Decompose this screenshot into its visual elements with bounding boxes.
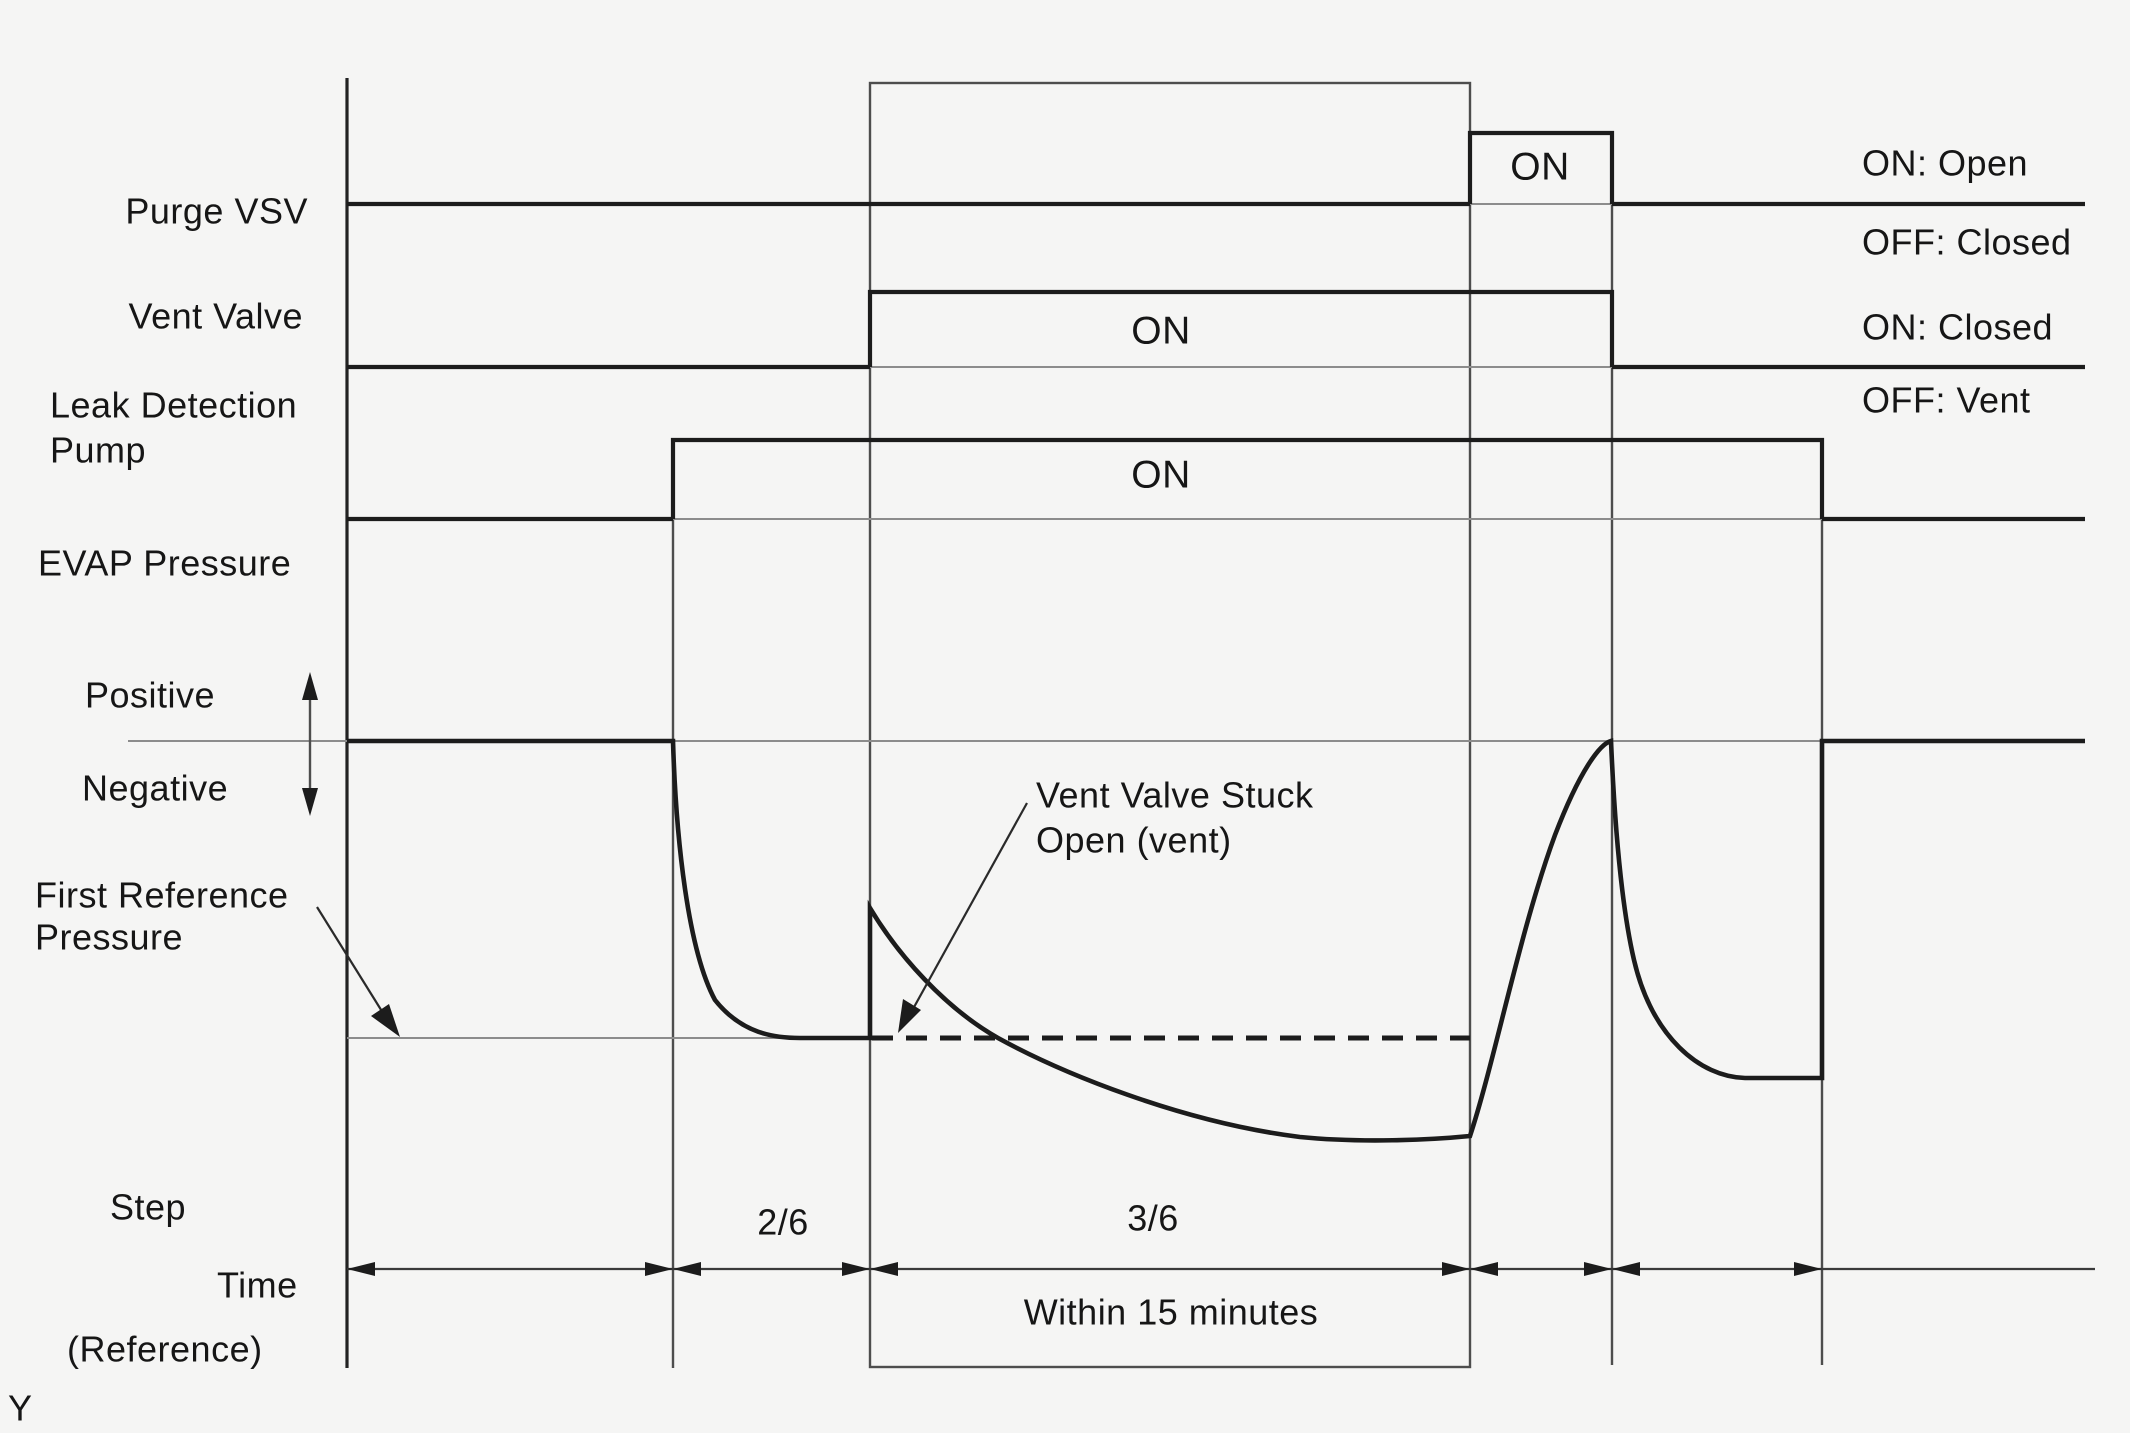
purge-vsv-on-label: ON (1510, 146, 1570, 189)
arrowhead-left-icon (1470, 1262, 1498, 1276)
arrowhead-left-icon (347, 1262, 375, 1276)
first-reference-label-line1: First Reference (35, 875, 289, 916)
arrow-down-icon (302, 788, 318, 816)
leader-line (907, 802, 1028, 1019)
vent-valve-on-pulse (867, 289, 1615, 367)
pump-label-line1: Leak Detection (50, 385, 297, 426)
leak-detection-pump-signal: ON (347, 437, 2085, 522)
vent-valve-on-label: ON (1131, 310, 1191, 353)
purge-vsv-signal: ON (347, 130, 2085, 207)
within-15-minutes-label: Within 15 minutes (1024, 1292, 1319, 1333)
time-label: Time (217, 1265, 298, 1306)
vent-stuck-label-line1: Vent Valve Stuck (1036, 775, 1314, 816)
arrowhead-left-icon (1612, 1262, 1640, 1276)
purge-vsv-on-pulse (1467, 130, 1615, 204)
pressure-direction-arrow (302, 672, 318, 816)
purge-legend-on: ON: Open (1862, 143, 2028, 184)
leader-line (316, 906, 389, 1022)
arrowhead-right-icon (1442, 1262, 1470, 1276)
pump-on-label: ON (1131, 454, 1191, 497)
vent-stuck-label-line2: Open (vent) (1036, 820, 1232, 861)
step-3-6-value: 3/6 (1127, 1198, 1179, 1239)
arrowhead-right-icon (645, 1262, 673, 1276)
arrowhead-down-right-icon (371, 1004, 400, 1037)
positive-label: Positive (85, 675, 215, 716)
time-reference-label: (Reference) (67, 1329, 263, 1370)
pump-label-line2: Pump (50, 430, 146, 471)
time-axis (347, 1262, 2095, 1276)
negative-label: Negative (82, 768, 228, 809)
corner-y-mark: Y (8, 1388, 33, 1429)
measurement-window-band (868, 81, 1472, 1369)
first-reference-leader (316, 906, 400, 1037)
purge-vsv-label: Purge VSV (125, 191, 308, 232)
pump-on-pulse (670, 437, 1825, 519)
vent-legend-off: OFF: Vent (1862, 380, 2031, 421)
vent-valve-signal: ON (347, 289, 2085, 370)
arrow-up-icon (302, 672, 318, 700)
arrowhead-right-icon (842, 1262, 870, 1276)
vent-valve-label: Vent Valve (129, 296, 303, 337)
arrowhead-down-left-icon (898, 999, 921, 1033)
arrowhead-right-icon (1584, 1262, 1612, 1276)
arrowhead-left-icon (870, 1262, 898, 1276)
evap-pressure-label: EVAP Pressure (38, 543, 291, 584)
vent-stuck-leader (898, 802, 1028, 1033)
first-reference-label-line2: Pressure (35, 917, 183, 958)
vent-legend-on: ON: Closed (1862, 307, 2053, 348)
arrowhead-right-icon (1794, 1262, 1822, 1276)
purge-legend-off: OFF: Closed (1862, 222, 2072, 263)
arrowhead-left-icon (673, 1262, 701, 1276)
step-label: Step (110, 1187, 186, 1228)
step-2-6-value: 2/6 (757, 1202, 809, 1243)
evap-pressure-trace (347, 738, 2085, 1143)
